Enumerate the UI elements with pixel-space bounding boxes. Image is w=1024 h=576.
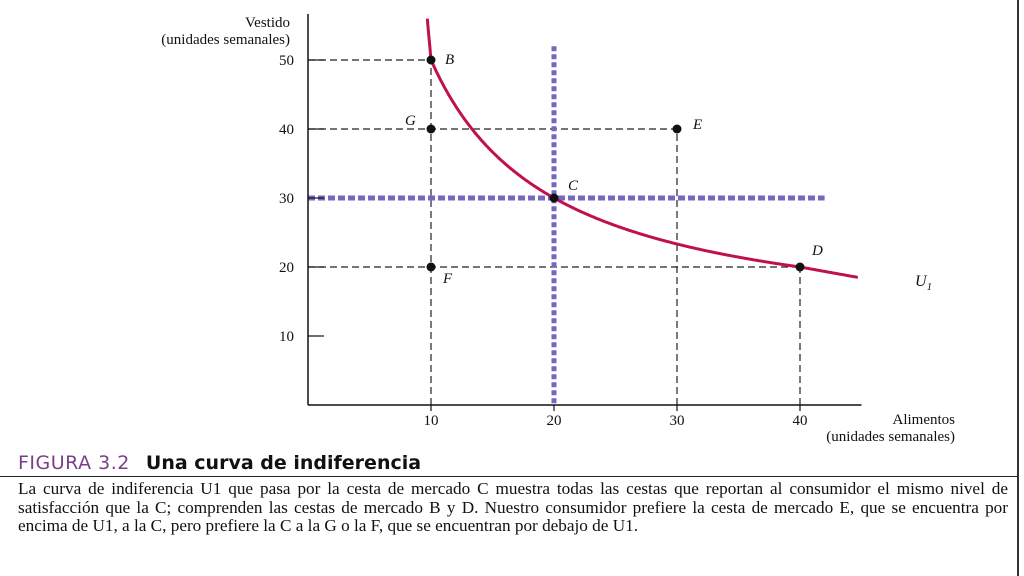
reference-cross-lines	[308, 46, 825, 405]
x-tick-label-30: 30	[670, 413, 685, 429]
figure-number: FIGURA 3.2	[18, 452, 130, 474]
figure-title: Una curva de indiferencia	[145, 452, 422, 474]
curve-line-U1	[425, 18, 859, 279]
x-tick-label-20: 20	[547, 413, 562, 429]
point-G	[426, 124, 436, 134]
indifference-curve: U1	[425, 18, 932, 293]
y-tick-label-50: 50	[279, 53, 294, 69]
x-axis-title: Alimentos	[893, 412, 956, 428]
point-label-E: E	[692, 117, 702, 133]
point-D	[795, 262, 805, 272]
point-F	[426, 262, 436, 272]
figure-caption-text: La curva de indiferencia U1 que pasa por…	[18, 479, 1008, 536]
y-axis-subtitle: (unidades semanales)	[161, 32, 290, 48]
y-tick-label-30: 30	[279, 191, 294, 207]
y-tick-label-40: 40	[279, 122, 294, 138]
curve-label: U1	[915, 273, 932, 293]
point-label-D: D	[811, 243, 823, 259]
point-label-F: F	[442, 271, 453, 287]
x-axis-subtitle: (unidades semanales)	[826, 429, 955, 445]
y-tick-label-10: 10	[279, 329, 294, 345]
point-B	[426, 55, 436, 65]
caption-divider	[0, 476, 1018, 477]
x-tick-label-10: 10	[424, 413, 439, 429]
point-E	[672, 124, 682, 134]
y-axis-title: Vestido	[245, 15, 290, 31]
axis-labels: Vestido(unidades semanales)Alimentos(uni…	[161, 15, 955, 445]
point-label-G: G	[405, 113, 416, 129]
x-tick-label-40: 40	[793, 413, 808, 429]
figure-caption-header: FIGURA 3.2 Una curva de indiferencia	[18, 452, 421, 474]
point-label-C: C	[568, 178, 579, 194]
market-basket-points: B G E C F D	[405, 52, 823, 287]
point-C	[549, 193, 559, 203]
axes: 10 20 30 40 10 20 30 40 50	[279, 14, 862, 429]
y-tick-label-20: 20	[279, 260, 294, 276]
slide-right-border	[1017, 0, 1019, 576]
point-label-B: B	[445, 52, 454, 68]
